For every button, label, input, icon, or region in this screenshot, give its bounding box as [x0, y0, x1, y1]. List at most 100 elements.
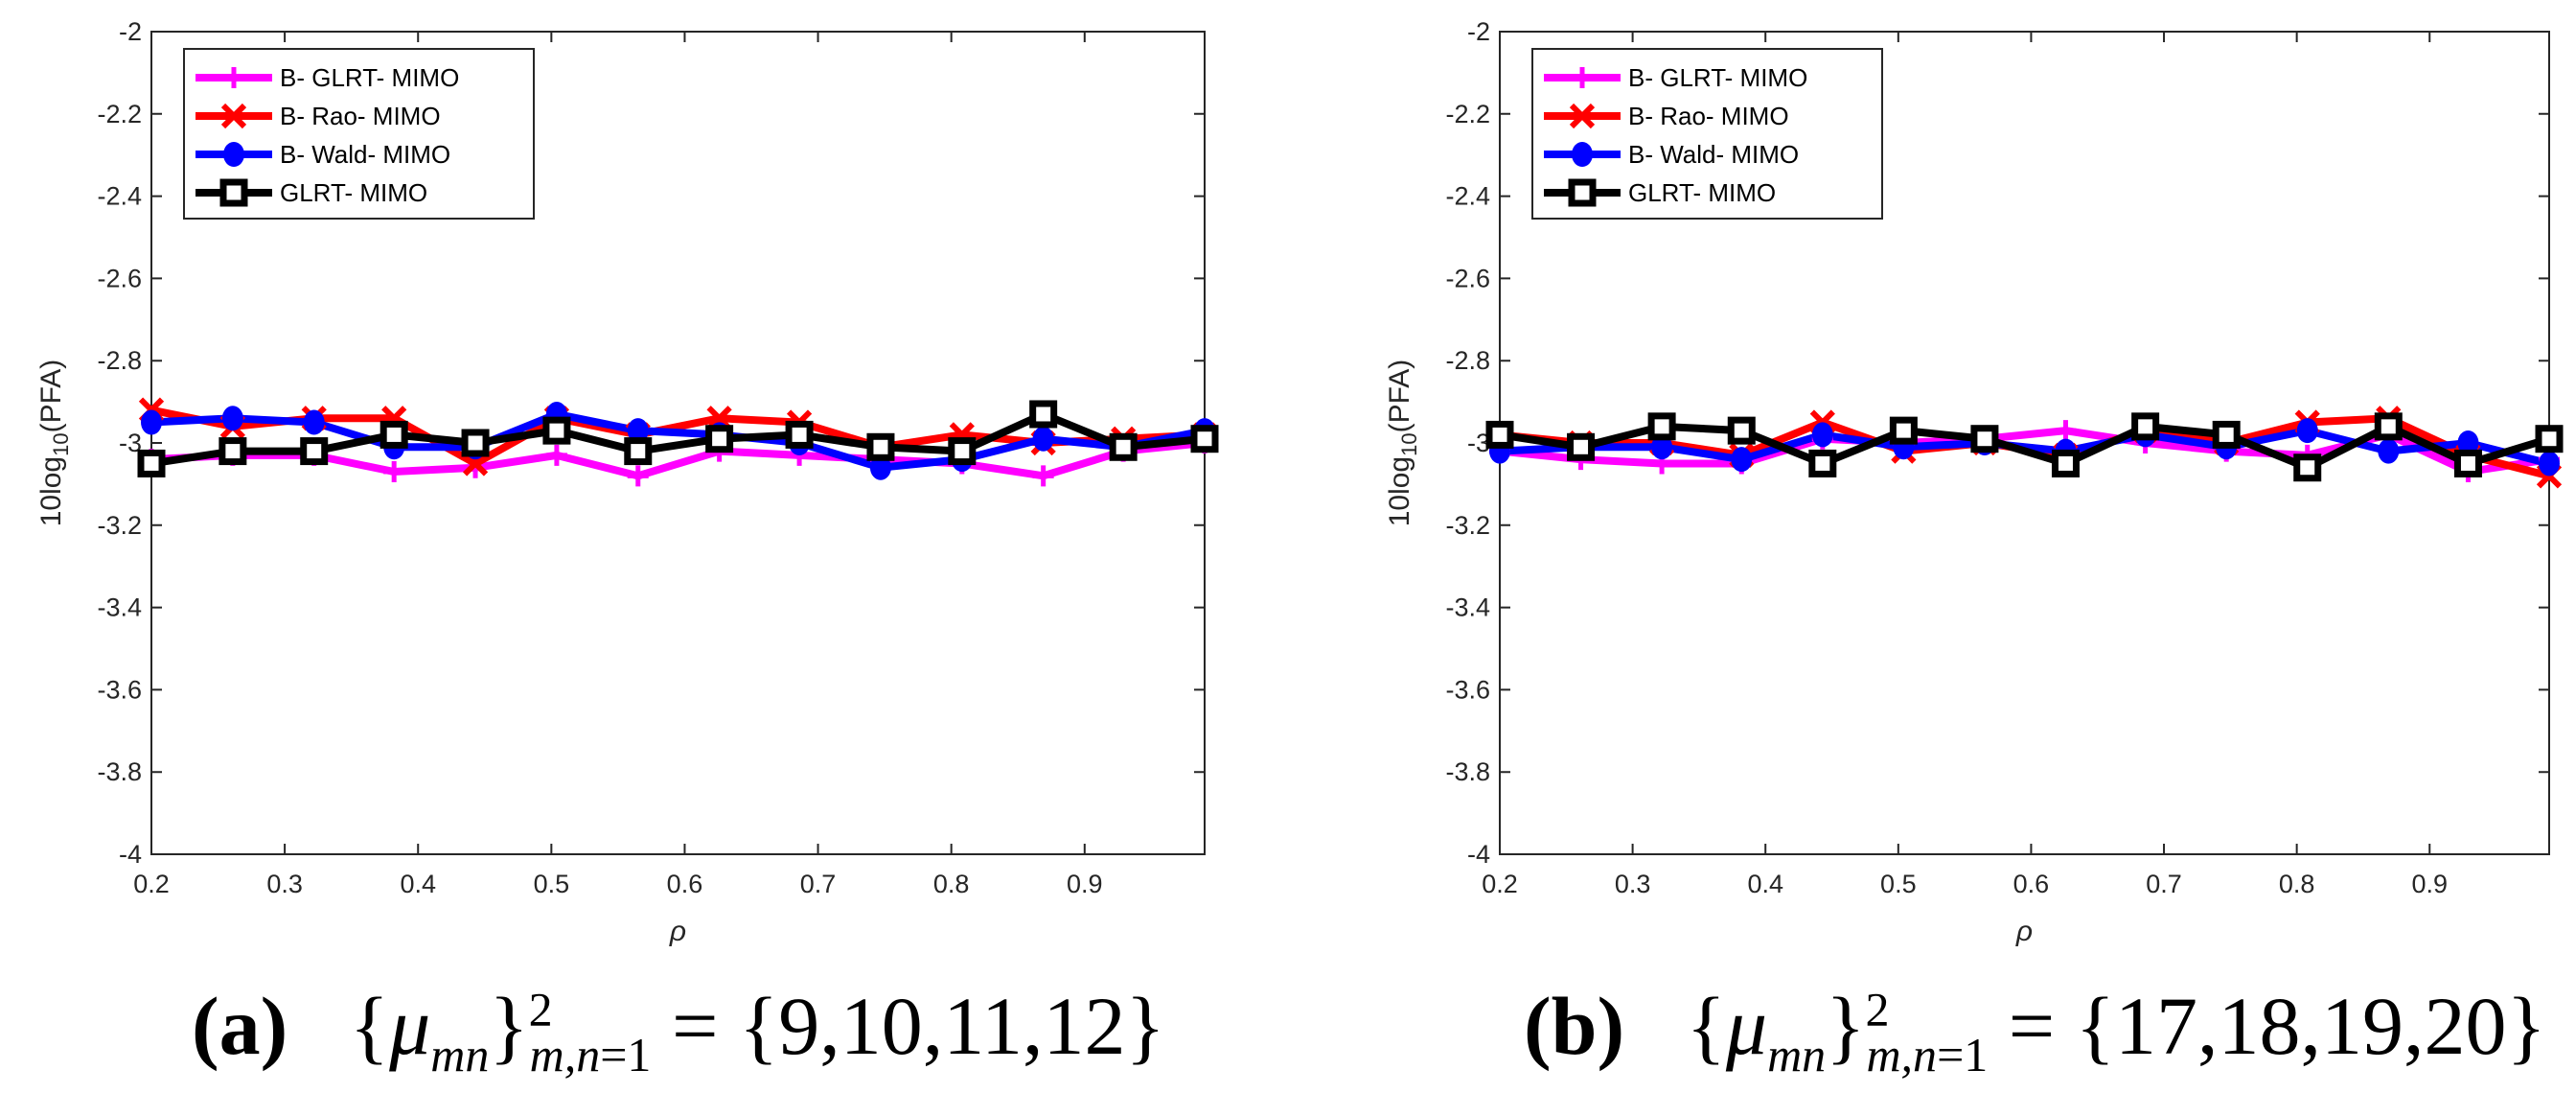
x-tick-label: 0.2 — [1482, 870, 1518, 898]
series-line — [150, 409, 1206, 472]
y-tick-label: -2 — [1467, 17, 1490, 46]
y-tick-label: -2 — [119, 17, 142, 46]
data-point — [1808, 449, 1837, 477]
data-point — [2212, 420, 2241, 449]
y-tick-label: -3.8 — [1445, 757, 1490, 786]
legend-label: B- Wald- MIMO — [1628, 140, 1799, 169]
y-tick-label: -2.4 — [97, 182, 142, 211]
series-line — [1499, 427, 2550, 468]
legend-marker — [220, 103, 247, 129]
data-point — [300, 437, 329, 466]
data-point — [2051, 449, 2080, 477]
legend-label: B- GLRT- MIMO — [280, 63, 459, 92]
data-point — [1970, 425, 1999, 453]
x-tick-label: 0.9 — [2411, 870, 2448, 898]
y-tick-label: -3.4 — [1445, 593, 1490, 622]
data-point — [2293, 453, 2322, 482]
data-point — [627, 465, 649, 487]
x-tick-label: 0.5 — [1880, 870, 1917, 898]
y-tick-label: -2.6 — [1445, 264, 1490, 292]
x-tick-label: 0.3 — [1615, 870, 1651, 898]
data-point — [221, 406, 243, 431]
data-point — [624, 437, 653, 466]
data-point — [1032, 465, 1054, 487]
legend-label: B- Wald- MIMO — [280, 140, 450, 169]
y-tick-label: -2.8 — [97, 346, 142, 375]
legend-marker — [1568, 178, 1597, 207]
series-circle — [1499, 427, 2550, 468]
data-point — [303, 409, 325, 435]
data-point — [1029, 400, 1058, 429]
legend-marker — [1569, 103, 1596, 129]
data-point — [383, 461, 405, 483]
y-tick-label: -2.4 — [1445, 182, 1490, 211]
y-tick-label: -3.2 — [1445, 511, 1490, 540]
series-circle — [150, 409, 1206, 472]
data-point — [2539, 451, 2560, 477]
caption-a-set: {9,10,11,12} — [738, 980, 1165, 1072]
y-axis-label: 10log10(PFA) — [1384, 360, 1421, 527]
legend-label: B- Rao- MIMO — [280, 102, 441, 130]
data-point — [2378, 438, 2400, 464]
legend-marker — [223, 67, 244, 88]
x-tick-label: 0.8 — [2279, 870, 2315, 898]
legend: B- GLRT- MIMO B- Rao- MIMO B- Wald- MIMO GL… — [183, 48, 535, 220]
caption-b-set: {17,18,19,20} — [2075, 980, 2546, 1072]
data-point — [218, 437, 247, 466]
legend-label: GLRT- MIMO — [1628, 178, 1776, 207]
x-tick-label: 0.9 — [1067, 870, 1103, 898]
y-tick-label: -3.6 — [1445, 675, 1490, 704]
y-tick-label: -2.2 — [97, 100, 142, 128]
legend-marker — [223, 142, 244, 167]
y-axis-label: 10log10(PFA) — [35, 360, 73, 527]
legend-marker — [1572, 142, 1593, 167]
data-point — [1811, 422, 1833, 448]
data-point — [948, 437, 977, 466]
data-point — [1651, 434, 1673, 460]
y-tick-label: -3.2 — [97, 511, 142, 540]
data-point — [2457, 430, 2479, 455]
data-point — [545, 444, 567, 466]
legend-label: GLRT- MIMO — [280, 178, 427, 207]
legend-label: B- Rao- MIMO — [1628, 102, 1789, 130]
legend-label: B- GLRT- MIMO — [1628, 63, 1807, 92]
data-point — [2453, 449, 2482, 477]
x-tick-label: 0.6 — [667, 870, 703, 898]
data-point — [2055, 420, 2077, 442]
data-point — [137, 449, 166, 477]
caption-a: (a) {μmn}2m,n=1 = {9,10,11,12} — [192, 980, 1165, 1082]
data-point — [1889, 416, 1918, 445]
caption-a-label: (a) — [192, 980, 288, 1072]
x-tick-label: 0.6 — [2013, 870, 2050, 898]
x-tick-label: 0.7 — [2146, 870, 2182, 898]
data-point — [785, 420, 814, 449]
chart-panel-a: 0.2 0.3 0.4 0.5 0.6 0.7 0.8 0.9 -2 -2.2 -2.4 -2.6 -2… — [35, 17, 1219, 947]
data-point — [380, 420, 408, 449]
data-point — [461, 429, 490, 457]
data-point — [1647, 412, 1676, 441]
x-axis-label: ρ — [669, 916, 686, 947]
data-point — [866, 432, 895, 461]
x-tick-label: 0.3 — [266, 870, 303, 898]
y-tick-label: -2.2 — [1445, 100, 1490, 128]
x-axis-label: ρ — [2015, 916, 2033, 947]
data-point — [1109, 432, 1138, 461]
caption-b-label: (b) — [1524, 980, 1625, 1072]
y-tick-label: -2.6 — [97, 264, 142, 292]
x-tick-label: 0.4 — [1747, 870, 1783, 898]
data-point — [2535, 425, 2564, 453]
data-point — [627, 418, 649, 444]
x-tick-label: 0.2 — [133, 870, 170, 898]
y-tick-label: -3.4 — [97, 593, 142, 622]
data-point — [2131, 412, 2160, 441]
data-point — [542, 416, 571, 445]
data-point — [1731, 447, 1753, 473]
data-point — [869, 454, 891, 480]
x-tick-label: 0.5 — [534, 870, 570, 898]
x-tick-label: 0.7 — [800, 870, 837, 898]
y-tick-label: -4 — [119, 840, 142, 869]
legend-marker — [219, 178, 248, 207]
y-tick-label: -3.6 — [97, 675, 142, 704]
